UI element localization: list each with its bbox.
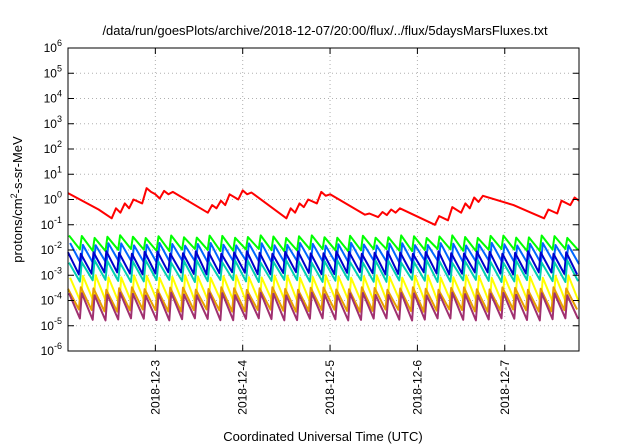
x-tick-label: 2018-12-6: [410, 360, 424, 415]
y-tick-label: 105: [44, 63, 62, 80]
y-tick-label: 10-1: [41, 215, 62, 232]
y-tick-label: 10-5: [41, 316, 62, 333]
y-tick-label: 10-3: [41, 265, 62, 282]
chart-title: /data/run/goesPlots/archive/2018-12-07/2…: [102, 23, 548, 38]
series-line: [67, 250, 578, 276]
x-tick-label: 2018-12-3: [148, 360, 162, 415]
y-tick-label: 103: [44, 114, 62, 131]
y-tick-label: 10-2: [41, 240, 62, 257]
x-tick-label: 2018-12-5: [323, 360, 337, 415]
y-tick-label: 10-4: [41, 291, 62, 308]
y-axis-label-rest: -s-sr-MeV: [10, 136, 25, 193]
tick-layer: 10-6 10-5 10-4 10-3 10-2 10-1 100 101 102 103 104 1…: [41, 38, 579, 415]
x-axis-label: Coordinated Universal Time (UTC): [223, 429, 422, 444]
series-layer: [67, 187, 580, 322]
series-line: [67, 187, 580, 226]
y-tick-label: 101: [44, 164, 62, 181]
x-tick-label: 2018-12-7: [498, 360, 512, 415]
y-tick-label: 100: [44, 190, 62, 207]
y-axis-label-sup: 2: [9, 193, 19, 198]
x-tick-label: 2018-12-4: [236, 360, 250, 415]
series-line: [68, 259, 579, 283]
y-tick-label: 104: [44, 89, 62, 106]
series-line: [67, 286, 578, 313]
y-axis-label: protons/cm2-s-sr-MeV: [9, 136, 25, 263]
y-axis-label-main: protons/cm: [10, 198, 25, 262]
y-tick-label: 10-6: [41, 341, 62, 358]
y-tick-label: 102: [44, 139, 62, 156]
series-line: [68, 291, 580, 322]
y-tick-label: 106: [44, 38, 62, 55]
series-line: [68, 234, 579, 253]
